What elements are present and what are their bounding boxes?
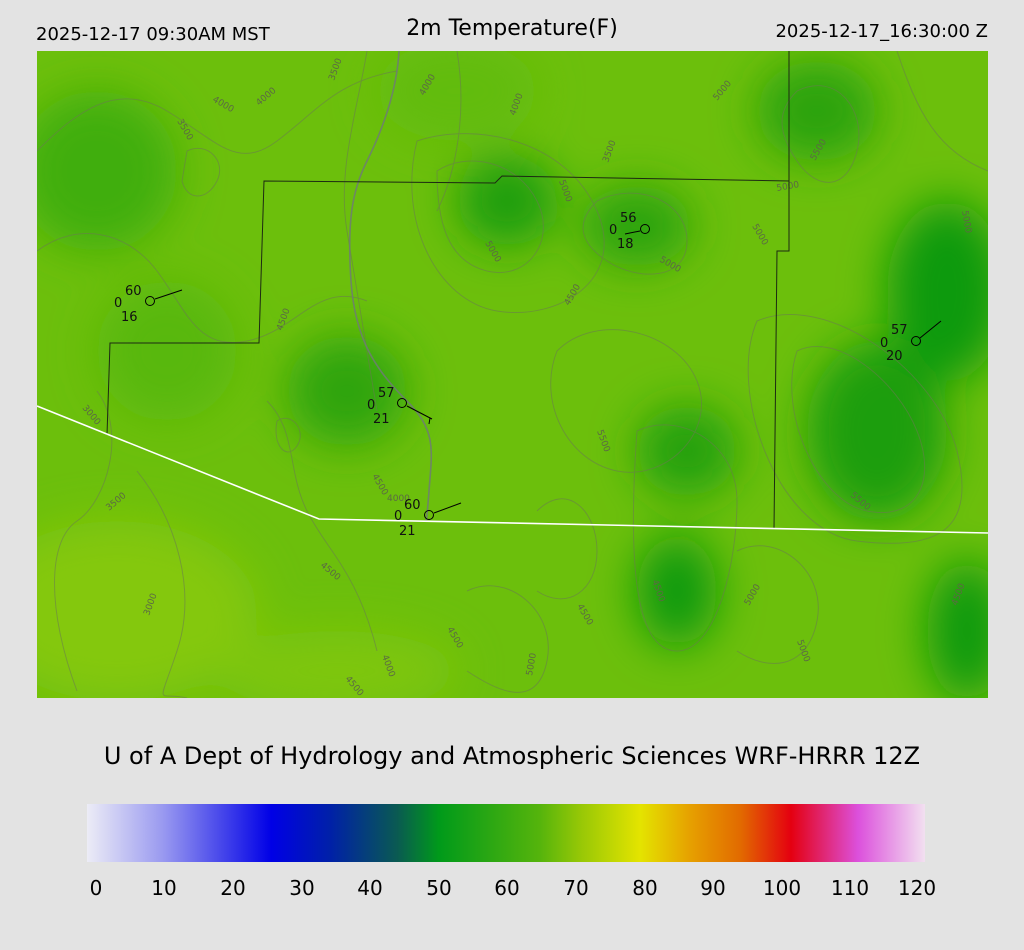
elevation-contours xyxy=(37,51,988,698)
local-time: 2025-12-17 09:30AM MST xyxy=(36,24,270,45)
station-plot: 57 0 21 xyxy=(367,386,395,427)
temperature-map: 3500 4000 4000 3500 4000 3500 4000 3000 … xyxy=(37,51,988,698)
scale-tick: 100 xyxy=(762,876,802,900)
scale-tick: 120 xyxy=(897,876,937,900)
station-plot: 60 0 21 xyxy=(394,498,421,539)
scale-tick: 90 xyxy=(700,876,726,900)
scale-tick: 50 xyxy=(426,876,452,900)
station-left: 0 xyxy=(609,223,617,238)
scale-tick: 80 xyxy=(632,876,658,900)
color-scale-bar xyxy=(87,804,925,862)
station-plot: 60 0 16 xyxy=(114,284,142,325)
station-left: 0 xyxy=(394,509,402,524)
state-border xyxy=(37,405,988,534)
scale-tick: 60 xyxy=(494,876,520,900)
station-left: 0 xyxy=(114,296,122,311)
header: 2025-12-17 09:30AM MST 2m Temperature(F)… xyxy=(0,0,1024,50)
contour-label: 5000 xyxy=(525,652,539,677)
contour-label: 4000 xyxy=(387,494,410,504)
station-dew: 16 xyxy=(121,310,138,325)
station-dew: 21 xyxy=(399,524,416,539)
utc-time: 2025-12-17_16:30:00 Z xyxy=(775,21,988,42)
scale-tick: 40 xyxy=(357,876,383,900)
county-borders xyxy=(106,51,790,530)
station-dew: 21 xyxy=(373,412,390,427)
station-left: 0 xyxy=(880,336,888,351)
station-temp: 56 xyxy=(620,211,637,226)
scale-tick: 30 xyxy=(289,876,315,900)
chart-title: 2m Temperature(F) xyxy=(406,16,618,41)
scale-tick: 110 xyxy=(830,876,870,900)
station-plot: 57 0 20 xyxy=(880,323,908,364)
station-plot: 56 0 18 xyxy=(609,211,637,252)
scale-tick: 20 xyxy=(220,876,246,900)
scale-tick: 10 xyxy=(151,876,177,900)
scale-tick: 0 xyxy=(89,876,103,900)
station-temp: 57 xyxy=(891,323,908,338)
river-line xyxy=(348,51,433,522)
model-credit: U of A Dept of Hydrology and Atmospheric… xyxy=(103,742,921,770)
scale-tick: 70 xyxy=(563,876,589,900)
station-dew: 18 xyxy=(617,237,634,252)
contour-label: 5000 xyxy=(959,210,973,235)
station-plots: 60 0 16 56 0 18 57 0 21 60 0 21 57 0 20 xyxy=(114,211,908,539)
wind-barbs xyxy=(145,224,942,520)
station-left: 0 xyxy=(367,398,375,413)
contour-label: 5000 xyxy=(776,180,801,194)
station-temp: 57 xyxy=(378,386,395,401)
station-temp: 60 xyxy=(404,498,421,513)
station-temp: 60 xyxy=(125,284,142,299)
station-dew: 20 xyxy=(886,349,903,364)
temperature-field xyxy=(37,51,988,698)
